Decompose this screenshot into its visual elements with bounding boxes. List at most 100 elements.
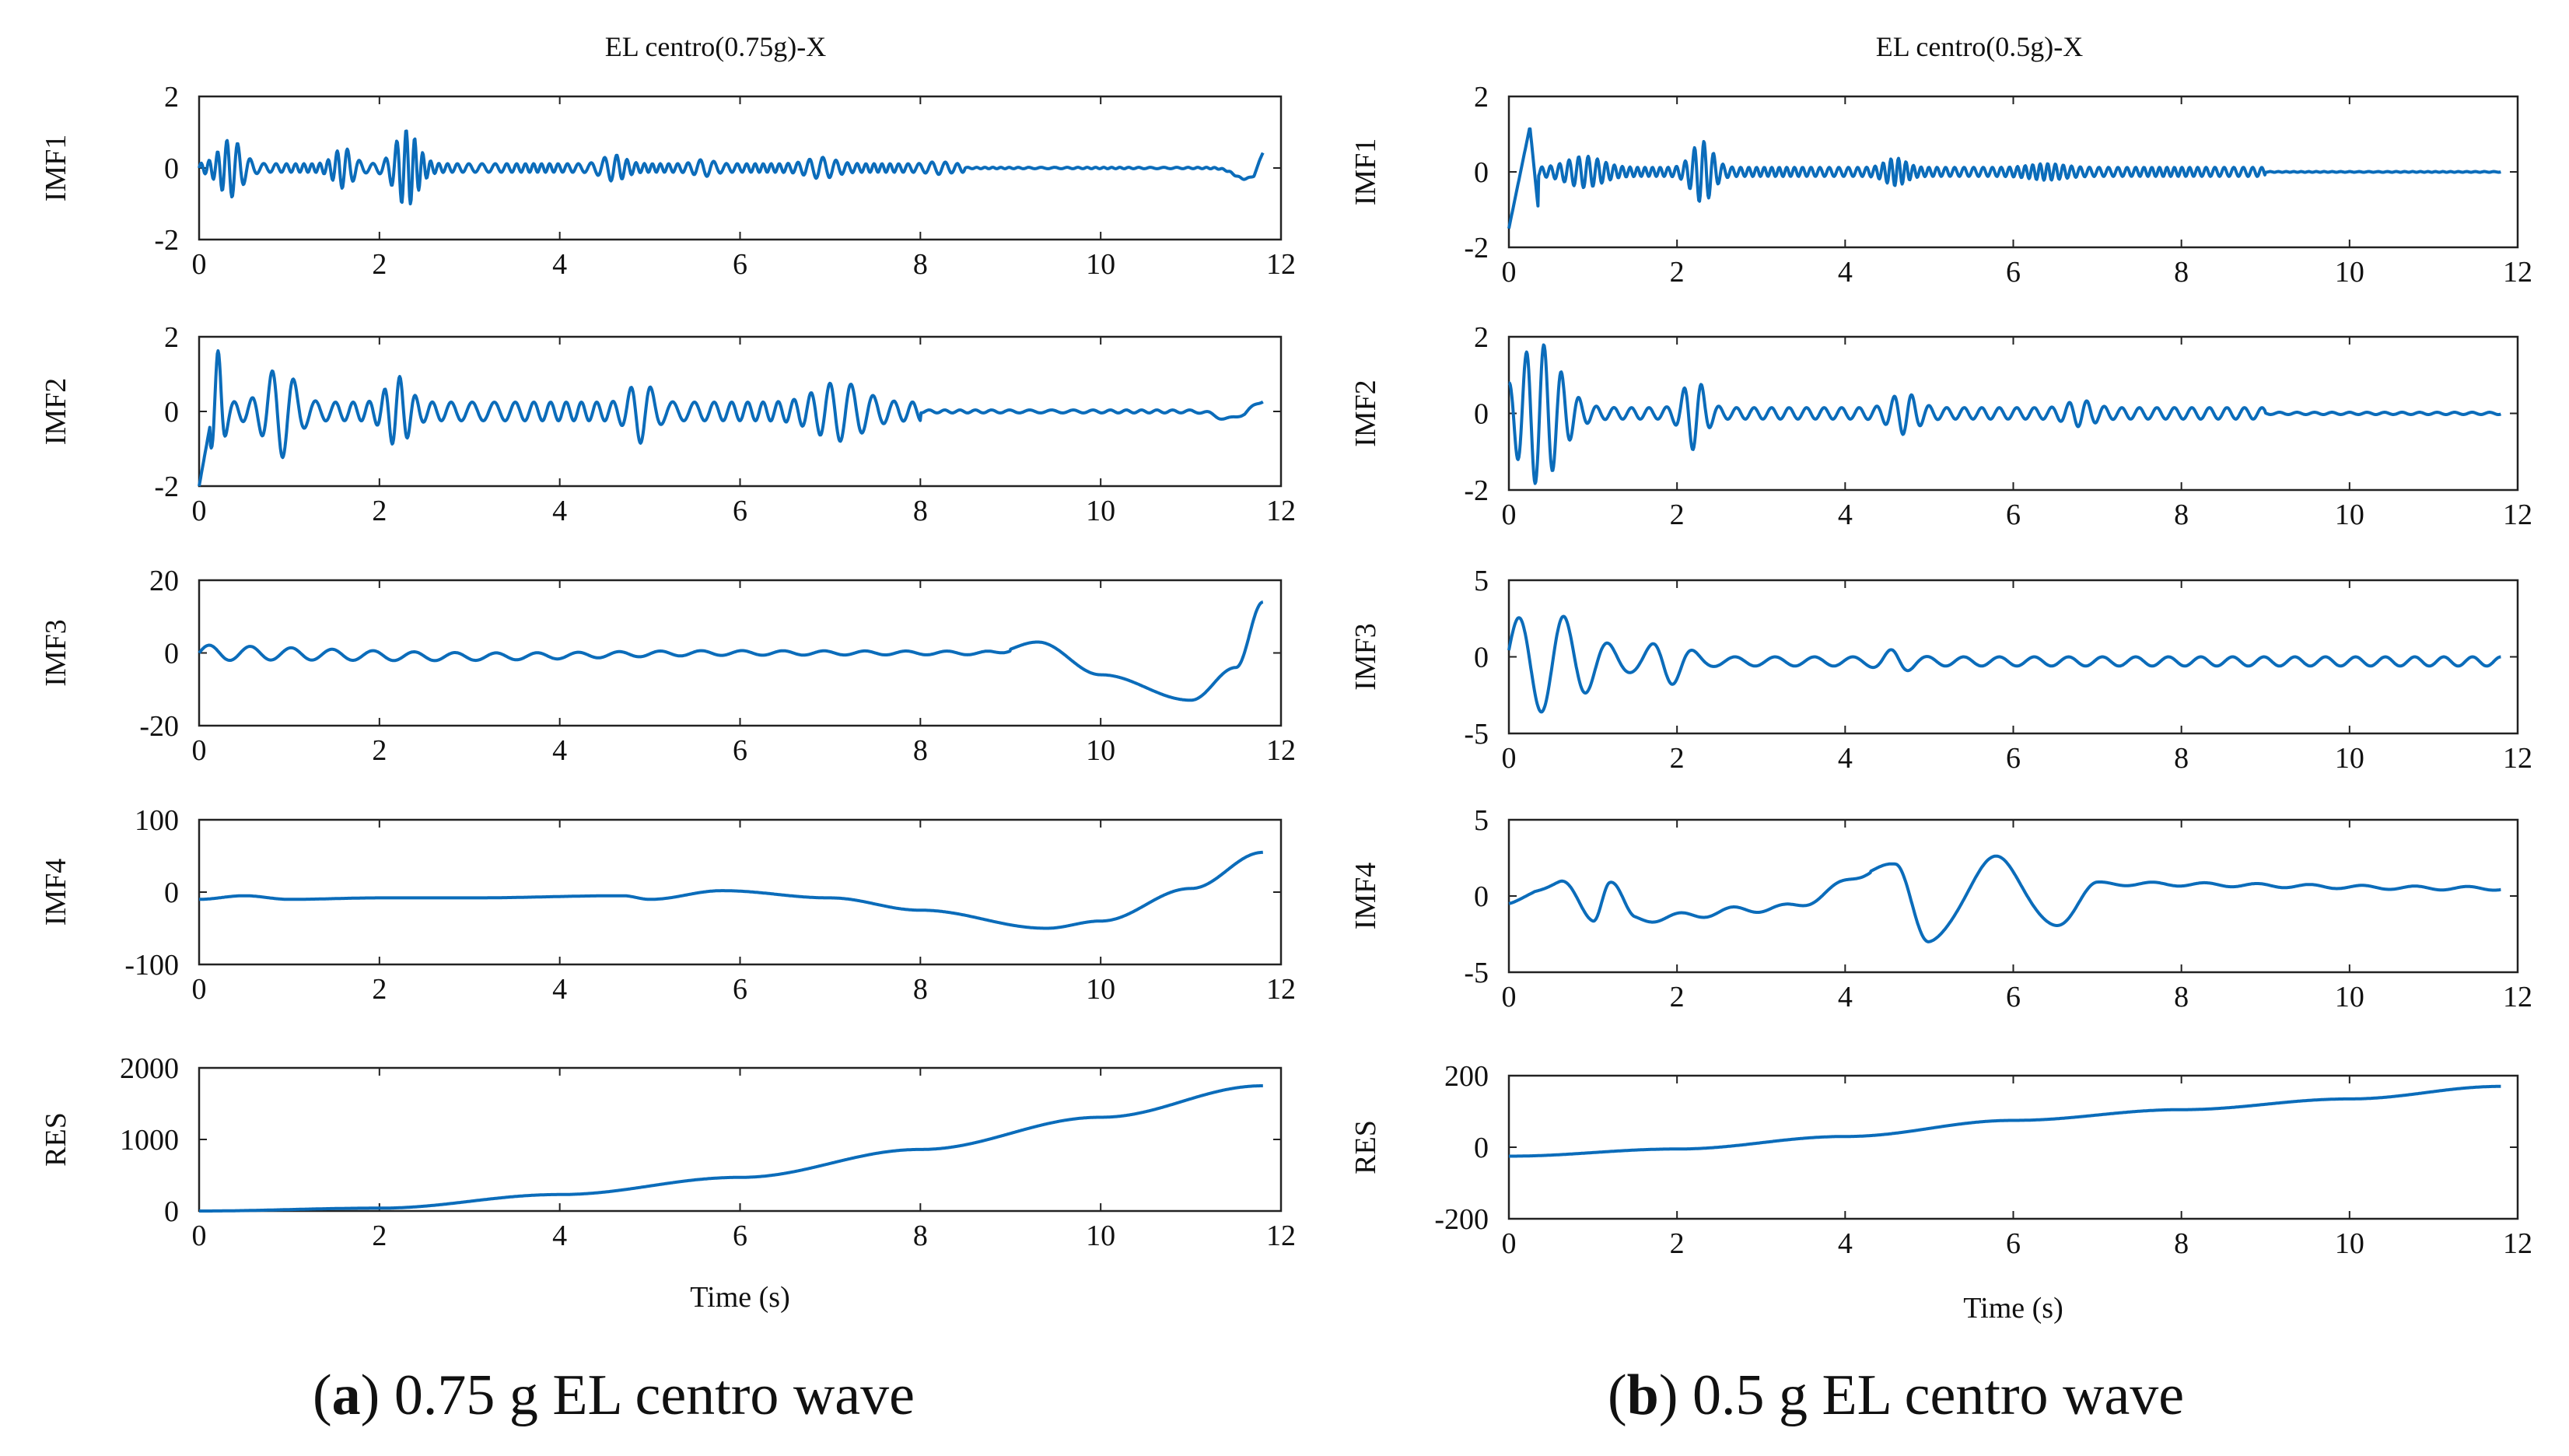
- axes-box: [198, 579, 1283, 727]
- chart-title: EL centro(0.5g)-X: [1876, 31, 2084, 62]
- x-tick-label: 0: [192, 248, 207, 281]
- y-tick-label: 0: [1474, 1132, 1489, 1164]
- y-tick-label: 0: [164, 152, 179, 185]
- y-axis-label: IMF1: [1349, 138, 1382, 206]
- subplot-res: 0 2 4 6 8 10 12 2000 1000 0 RES: [40, 1052, 1296, 1252]
- x-tick-label: 6: [2006, 499, 2021, 531]
- x-tick-label: 4: [1838, 499, 1853, 531]
- caption-b-text: 0.5 g EL centro wave: [1692, 1363, 2185, 1427]
- y-tick-label: 5: [1474, 565, 1489, 597]
- subplot-imf4: 0 2 4 6 8 10 12 5 0 -5 IMF4: [1349, 804, 2532, 1013]
- x-tick-label: 10: [2335, 1227, 2364, 1260]
- series-line: [198, 850, 1264, 930]
- y-tick-label: -200: [1434, 1203, 1489, 1236]
- y-tick-label: -5: [1464, 957, 1489, 989]
- caption-b-letter: b: [1626, 1363, 1659, 1427]
- y-axis-label: IMF3: [1349, 623, 1382, 691]
- y-axis-label: RES: [1349, 1120, 1382, 1174]
- y-axis-label: IMF1: [40, 135, 72, 202]
- y-axis-label: RES: [40, 1112, 72, 1167]
- x-tick-label: 6: [2006, 256, 2021, 289]
- x-tick-label: 2: [1670, 742, 1685, 775]
- x-tick-label: 2: [1670, 256, 1685, 289]
- y-tick-label: 0: [164, 396, 179, 429]
- x-tick-label: 12: [1266, 734, 1296, 767]
- x-tick-label: 10: [1086, 248, 1115, 281]
- series-line: [198, 129, 1265, 206]
- x-tick-label: 8: [2174, 742, 2189, 775]
- x-tick-label: 8: [2174, 499, 2189, 531]
- caption-b: (b) 0.5 g EL centro wave: [1608, 1363, 2185, 1427]
- y-tick-label: -2: [1464, 232, 1489, 264]
- x-tick-label: 12: [2503, 256, 2532, 289]
- x-tick-label: 4: [552, 495, 567, 527]
- x-tick-label: 10: [2335, 499, 2364, 531]
- x-tick-label: 4: [552, 734, 567, 767]
- y-tick-label: 0: [164, 877, 179, 909]
- y-axis-label: IMF2: [40, 378, 72, 446]
- x-tick-label: 12: [1266, 495, 1296, 527]
- series-line: [1507, 343, 2502, 485]
- x-tick-label: 12: [2503, 499, 2532, 531]
- x-tick-label: 2: [1670, 981, 1685, 1013]
- y-tick-label: -20: [139, 710, 179, 743]
- x-tick-label: 8: [913, 495, 928, 527]
- x-tick-label: 2: [372, 1220, 387, 1252]
- x-tick-label: 8: [2174, 256, 2189, 289]
- x-tick-label: 4: [552, 1220, 567, 1252]
- axes-box: [1507, 818, 2519, 974]
- x-tick-label: 2: [1670, 499, 1685, 531]
- x-axis-label: Time (s): [1963, 1292, 2063, 1325]
- x-tick-label: 2: [372, 734, 387, 767]
- x-tick-label: 12: [2503, 1227, 2532, 1260]
- y-tick-label: -100: [124, 949, 179, 982]
- y-tick-label: 2: [1474, 321, 1489, 354]
- x-tick-label: 0: [192, 734, 207, 767]
- x-tick-label: 12: [2503, 981, 2532, 1013]
- y-tick-label: 2: [164, 321, 179, 354]
- y-axis-label: IMF3: [40, 619, 72, 687]
- x-tick-label: 6: [733, 248, 747, 281]
- caption-a: (a) 0.75 g EL centro wave: [313, 1363, 915, 1427]
- y-tick-label: -2: [154, 224, 179, 257]
- y-axis-label: IMF2: [1349, 380, 1382, 447]
- series-line: [198, 1084, 1264, 1213]
- series-line: [1507, 854, 2502, 943]
- x-tick-label: 6: [2006, 742, 2021, 775]
- x-tick-label: 10: [1086, 495, 1115, 527]
- caption-a-letter: a: [331, 1363, 361, 1427]
- x-tick-label: 0: [192, 1220, 207, 1252]
- subplot-imf3: 0 2 4 6 8 10 12 20 0 -20 IMF3: [40, 565, 1296, 767]
- subplot-res: 0 2 4 6 8 10 12 200 0 -200 RES: [1349, 1060, 2532, 1260]
- y-tick-label: 200: [1444, 1060, 1489, 1093]
- y-tick-label: 1000: [120, 1124, 179, 1157]
- x-tick-label: 10: [1086, 973, 1115, 1006]
- x-tick-label: 4: [1838, 256, 1853, 289]
- x-tick-label: 12: [2503, 742, 2532, 775]
- y-axis-label: IMF4: [40, 859, 72, 926]
- series-line: [198, 349, 1264, 487]
- x-tick-label: 8: [913, 973, 928, 1006]
- x-tick-label: 2: [1670, 1227, 1685, 1260]
- x-tick-label: 0: [1502, 256, 1517, 289]
- y-tick-label: 2000: [120, 1052, 179, 1085]
- x-tick-label: 8: [2174, 981, 2189, 1013]
- x-tick-label: 12: [1266, 973, 1296, 1006]
- x-tick-label: 6: [733, 734, 747, 767]
- x-tick-label: 8: [913, 734, 928, 767]
- x-tick-label: 0: [1502, 981, 1517, 1013]
- x-tick-label: 4: [1838, 1227, 1853, 1260]
- x-tick-label: 10: [2335, 981, 2364, 1013]
- x-tick-label: 8: [913, 1220, 928, 1252]
- subplot-imf3: 0 2 4 6 8 10 12 5 0 -5 IMF3: [1349, 565, 2532, 775]
- x-tick-label: 4: [1838, 981, 1853, 1013]
- x-tick-label: 0: [1502, 1227, 1517, 1260]
- x-tick-label: 6: [733, 1220, 747, 1252]
- y-tick-label: 100: [135, 804, 179, 837]
- y-tick-label: 0: [1474, 880, 1489, 913]
- y-tick-label: -5: [1464, 718, 1489, 751]
- y-tick-label: 20: [149, 565, 179, 597]
- x-tick-label: 10: [2335, 742, 2364, 775]
- y-tick-label: -2: [154, 471, 179, 503]
